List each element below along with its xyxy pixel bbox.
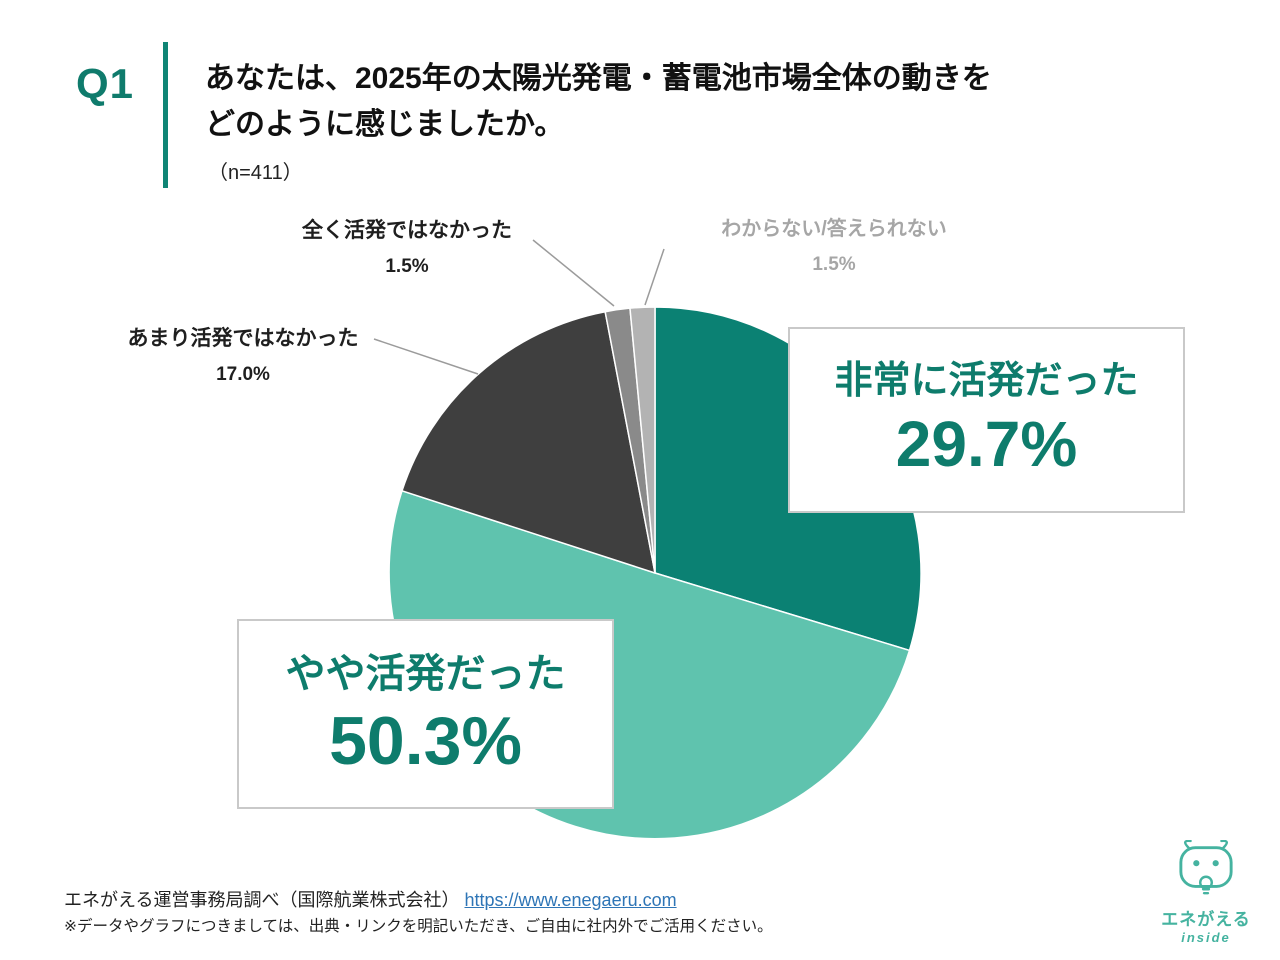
pie-slice-2 <box>401 310 656 574</box>
enegaeru-logo: エネがえる inside <box>1150 839 1262 945</box>
leader-line-not-at-all <box>532 239 615 307</box>
callout-very-active-label: 非常に活発だった <box>834 360 1139 402</box>
question-number: Q1 <box>76 60 135 107</box>
callout-very-active: 非常に活発だった 29.7% <box>788 327 1185 513</box>
label-not-very-active: あまり活発ではなかった <box>127 327 359 350</box>
value-dont-know: 1.5% <box>812 254 856 275</box>
value-not-active-at-all: 1.5% <box>385 256 429 277</box>
value-not-very-active: 17.0% <box>216 364 270 385</box>
callout-very-active-value: 29.7% <box>895 408 1078 480</box>
question-text-line2: どのように感じましたか。 <box>205 108 565 141</box>
leader-line-not-very <box>373 338 479 375</box>
logo-subtitle: inside <box>1181 930 1231 945</box>
source-text: エネがえる運営事務局調べ（国際航業株式会社） <box>64 890 460 910</box>
leader-line-dont-know <box>644 248 665 306</box>
pie-slice-4 <box>629 306 656 574</box>
question-text: あなたは、2025年の太陽光発電・蓄電池市場全体の動きを どのように感じましたか… <box>205 56 1165 148</box>
callout-somewhat-active-value: 50.3% <box>329 703 522 779</box>
pie-slices <box>388 306 922 840</box>
label-not-active-at-all: 全く活発ではなかった <box>302 219 512 242</box>
source-link[interactable]: https://www.enegaeru.com <box>464 890 677 910</box>
usage-note: ※データやグラフにつきましては、出典・リンクを明記いただき、ご自由に社内外でご活… <box>64 918 773 935</box>
label-dont-know: わからない/答えられない <box>721 218 947 240</box>
leader-lines <box>373 239 665 375</box>
logo-name: エネがえる <box>1161 910 1251 929</box>
enegaeru-mascot-icon <box>1179 839 1233 895</box>
divider-bar <box>163 42 168 188</box>
callout-somewhat-active: やや活発だった 50.3% <box>237 619 614 809</box>
sample-size: （n=411） <box>208 162 303 184</box>
callout-somewhat-active-label: やや活発だった <box>285 652 566 696</box>
source-line: エネがえる運営事務局調べ（国際航業株式会社） https://www.enega… <box>64 886 677 912</box>
question-text-line1: あなたは、2025年の太陽光発電・蓄電池市場全体の動きを <box>205 62 992 95</box>
